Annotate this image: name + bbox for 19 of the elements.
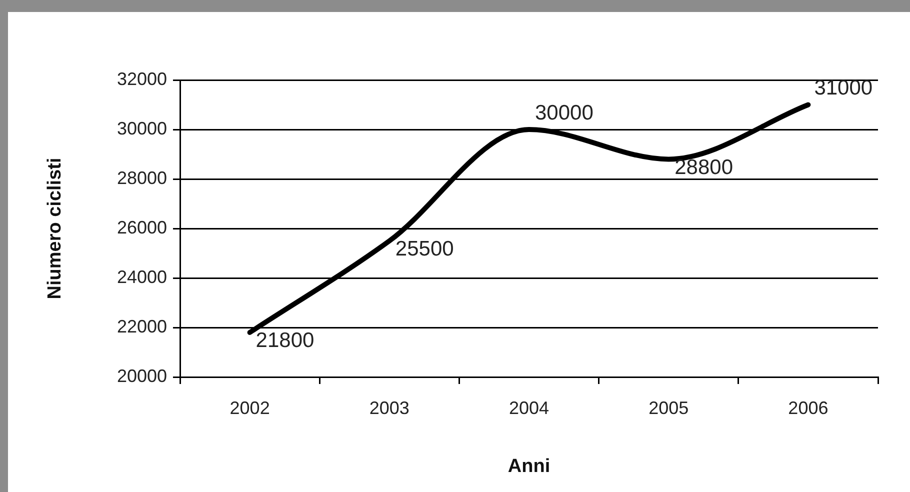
data-label: 31000: [814, 76, 873, 100]
y-tick-label: 32000: [116, 68, 167, 89]
y-tick-label: 22000: [116, 316, 167, 336]
x-tick-label: 2004: [508, 398, 550, 418]
y-axis-title: Niumero ciclisti: [44, 158, 66, 300]
data-label: 21800: [256, 329, 314, 352]
y-tick-label: 26000: [116, 217, 167, 238]
y-tick-label: 30000: [116, 118, 167, 138]
y-tick-label: 28000: [116, 168, 167, 188]
data-label: 25500: [395, 238, 454, 261]
y-tick-label: 20000: [116, 366, 167, 386]
data-label: 30000: [535, 101, 594, 124]
x-axis-title: Anni: [508, 456, 550, 477]
x-tick-label: 2003: [369, 398, 410, 418]
x-tick-label: 2006: [788, 398, 828, 418]
data-label: 28800: [674, 156, 734, 179]
x-tick-label: 2002: [230, 398, 270, 418]
x-tick-label: 2005: [648, 398, 689, 418]
y-tick-label: 24000: [116, 266, 167, 287]
